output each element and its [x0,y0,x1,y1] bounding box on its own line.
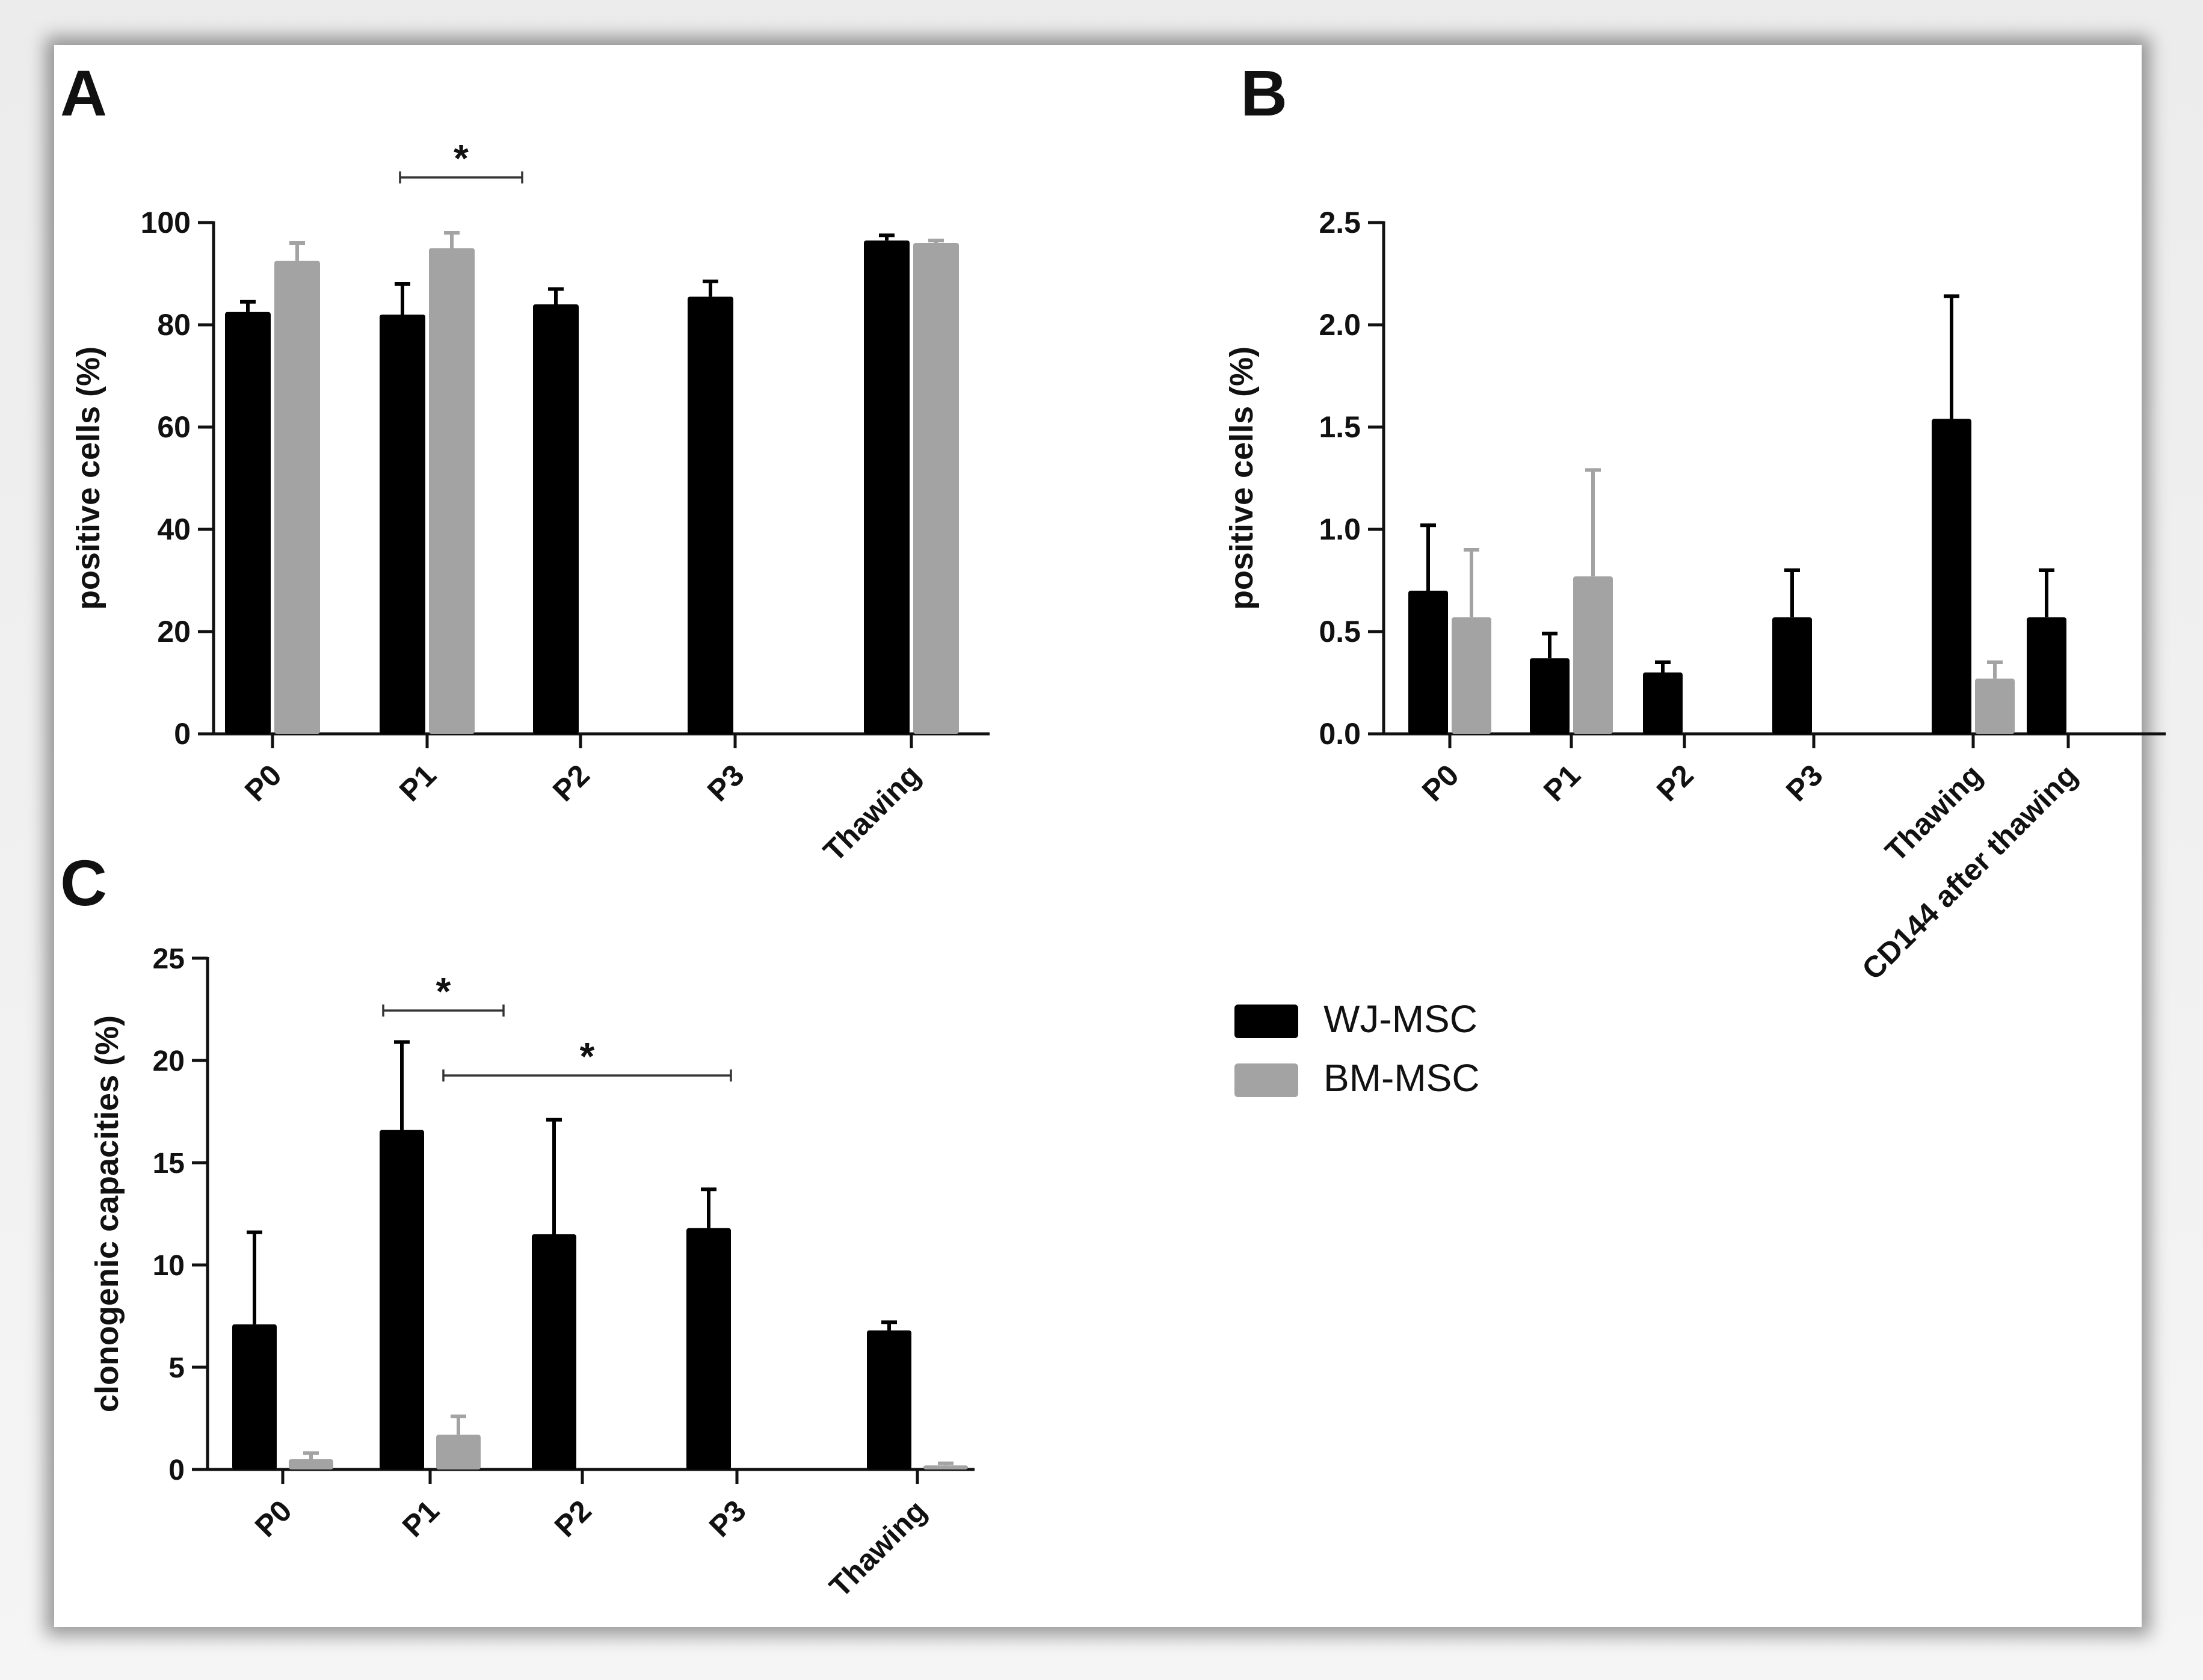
y-tick-label: 2.0 [1319,308,1361,342]
legend-label: BM-MSC [1323,1056,1480,1100]
chart-legend: WJ-MSC BM-MSC [1234,997,1480,1100]
y-tick-label: 80 [157,308,191,342]
panel-label: C [60,846,107,919]
bar-wj-msc [2027,617,2066,734]
x-tick-label: P0 [238,758,288,808]
bar-bm-msc [913,243,959,734]
y-tick-label: 60 [157,410,191,444]
chart-panel-a: A 0 20 40 60 80 100 positive cells (%) P0 P1 P2 P3 T… [60,57,990,868]
y-tick-label: 20 [157,615,191,648]
bar-wj-msc [1643,672,1683,734]
bar-wj-msc [686,1228,731,1469]
x-tick-label: P1 [396,1494,446,1543]
y-tick-label: 25 [153,943,185,975]
x-tick-label: P1 [1537,758,1587,808]
bar-bm-msc [1452,617,1491,734]
y-axis-title: positive cells (%) [1224,346,1260,610]
y-axis-title: positive cells (%) [70,346,106,610]
y-tick-label: 0 [174,717,191,751]
bar-bm-msc [1573,576,1613,734]
bar-wj-msc [1530,658,1570,734]
bar-wj-msc [232,1324,277,1469]
x-tick-label: P3 [1779,758,1829,808]
y-tick-label: 1.0 [1319,512,1361,546]
x-tick-label: P0 [1416,758,1465,808]
bar-wj-msc [380,1130,424,1469]
y-tick-label: 5 [168,1352,185,1384]
x-tick-label: P2 [548,1494,598,1543]
y-tick-label: 10 [153,1250,185,1282]
bar-bm-msc [1975,678,2015,734]
x-tick-label: P2 [1650,758,1700,808]
y-axis-title: clonogenic capacities (%) [89,1015,125,1412]
significance-marker: * [436,970,451,1013]
y-tick-label: 15 [153,1148,185,1180]
y-tick-label: 2.5 [1319,206,1361,239]
chart-panel-b: B 0.0 0.5 1.0 1.5 2.0 2.5 positive cells (%) P0 P… [1224,57,2166,986]
x-tick-label: P0 [248,1494,298,1543]
legend-label: WJ-MSC [1323,997,1477,1041]
x-tick-label: P3 [701,758,751,808]
bar-bm-msc [289,1459,333,1469]
bar-wj-msc [225,312,271,734]
chart-panel-c: C 0 5 10 15 20 25 clonogenic capacities (%) P0 P1… [60,846,975,1604]
bar-wj-msc [1408,591,1448,734]
bar-wj-msc [864,240,910,734]
legend-swatch-bm-msc [1234,1063,1298,1097]
x-tick-label: Thawing [817,758,927,868]
bar-wj-msc [532,1234,576,1469]
y-tick-label: 100 [141,206,191,239]
bar-bm-msc [429,248,475,734]
y-tick-label: 0.5 [1319,615,1361,648]
x-tick-label: P3 [703,1494,753,1543]
y-tick-label: 20 [153,1045,185,1077]
panel-label: B [1240,57,1287,129]
y-tick-label: 0.0 [1319,717,1361,751]
x-tick-label: P2 [546,758,596,808]
y-tick-label: 1.5 [1319,410,1361,444]
bar-bm-msc [436,1435,481,1469]
bar-wj-msc [380,315,425,734]
y-tick-label: 0 [168,1454,185,1486]
bar-bm-msc [923,1465,968,1469]
bar-wj-msc [867,1330,911,1469]
bar-wj-msc [1772,617,1812,734]
x-tick-label: P1 [393,758,443,808]
significance-marker: * [454,137,469,180]
significance-marker: * [580,1035,595,1078]
y-tick-label: 40 [157,512,191,546]
legend-swatch-wj-msc [1234,1005,1298,1038]
x-tick-label: Thawing [823,1494,933,1604]
bar-wj-msc [533,304,579,734]
bar-wj-msc [688,297,733,734]
bar-wj-msc [1932,419,1971,734]
bar-bm-msc [274,260,320,734]
panel-label: A [60,57,107,129]
